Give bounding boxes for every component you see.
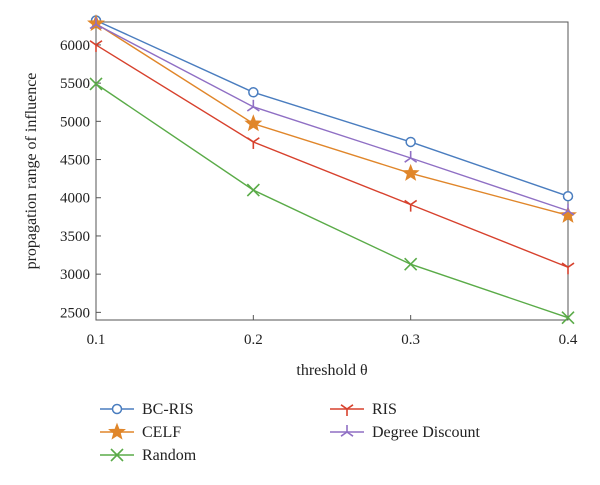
data-point-bc-ris bbox=[405, 136, 416, 148]
legend-marker-degree-discount bbox=[340, 425, 354, 437]
legend-item-ris: RIS bbox=[330, 401, 397, 418]
plot-frame bbox=[95, 21, 569, 321]
series-line-bc-ris bbox=[95, 19, 569, 197]
y-tick-label: 5500 bbox=[60, 76, 90, 92]
x-tick-label: 0.1 bbox=[87, 332, 106, 348]
data-point-degree-discount bbox=[89, 17, 103, 30]
legend-label: Degree Discount bbox=[372, 424, 481, 441]
y-tick-label: 3000 bbox=[60, 267, 90, 283]
series-line-ris bbox=[95, 44, 569, 268]
legend-item-random: Random bbox=[100, 447, 197, 464]
data-point-random bbox=[404, 257, 418, 271]
data-point-ris bbox=[246, 137, 260, 149]
x-tick-label: 0.2 bbox=[244, 332, 263, 348]
data-point-random bbox=[561, 311, 575, 325]
legend-marker-bc-ris bbox=[111, 403, 123, 415]
data-point-degree-discount bbox=[246, 99, 260, 112]
series-line-random bbox=[95, 83, 569, 319]
data-point-celf bbox=[559, 205, 577, 223]
data-point-ris bbox=[404, 199, 418, 212]
legend-marker-ris bbox=[340, 404, 354, 416]
y-tick-label: 4000 bbox=[60, 191, 90, 207]
data-point-degree-discount bbox=[561, 203, 575, 216]
legend-label: CELF bbox=[142, 424, 181, 441]
legend-item-bc-ris: BC-RIS bbox=[100, 401, 194, 418]
y-tick-label: 4500 bbox=[60, 153, 90, 169]
data-point-ris bbox=[561, 262, 575, 275]
y-tick-label: 2500 bbox=[60, 305, 90, 321]
legend-item-degree-discount: Degree Discount bbox=[330, 424, 481, 441]
data-point-random bbox=[89, 77, 103, 91]
x-tick-label: 0.4 bbox=[559, 332, 578, 348]
y-tick-label: 5000 bbox=[60, 114, 90, 130]
legend-label: RIS bbox=[372, 401, 397, 418]
series-line-celf bbox=[95, 22, 569, 216]
y-axis-title: propagation range of influence bbox=[23, 73, 40, 270]
data-point-bc-ris bbox=[248, 87, 259, 98]
data-point-random bbox=[246, 183, 260, 197]
x-tick-label: 0.3 bbox=[401, 332, 420, 348]
legend-marker-random bbox=[110, 448, 124, 462]
data-point-bc-ris bbox=[562, 190, 574, 202]
legend-label: BC-RIS bbox=[142, 401, 194, 418]
legend: BC-RIS CELF Random RIS Degree Discount bbox=[100, 401, 481, 464]
data-point-celf bbox=[401, 163, 420, 181]
legend-item-celf: CELF bbox=[100, 422, 181, 441]
x-axis-title: threshold θ bbox=[296, 362, 367, 379]
data-point-celf bbox=[244, 114, 263, 132]
legend-label: Random bbox=[142, 447, 197, 464]
y-tick-label: 6000 bbox=[60, 38, 90, 54]
y-tick-label: 3500 bbox=[60, 229, 90, 245]
data-point-ris bbox=[89, 40, 103, 52]
legend-marker-celf bbox=[108, 422, 126, 440]
series-line-degree-discount bbox=[95, 23, 569, 212]
data-point-degree-discount bbox=[404, 151, 418, 163]
